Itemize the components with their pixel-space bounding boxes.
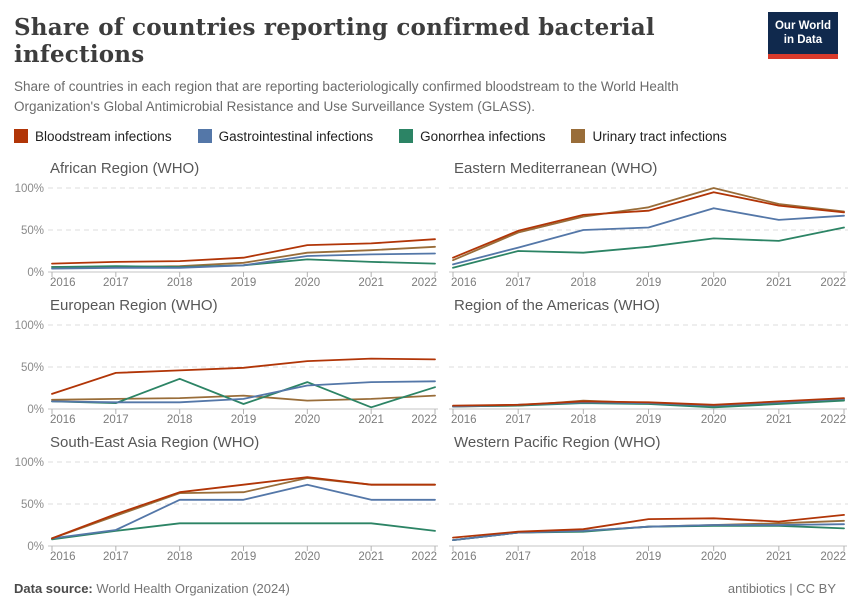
svg-text:0%: 0% [27,541,44,553]
svg-text:2019: 2019 [231,551,257,563]
data-source-label: Data source: [14,580,93,596]
svg-text:2018: 2018 [167,551,193,563]
chart-panel-south-east-asia: South-East Asia Region (WHO) 2016 2017 201… [2,428,439,564]
svg-text:2018: 2018 [571,414,597,426]
svg-text:2017: 2017 [103,277,129,289]
svg-text:2017: 2017 [505,414,531,426]
footer: Data source: World Health Organization (… [0,581,850,596]
line-chart-western-pacific: 2016 2017 2018 2019 2020 2021 2022 [449,461,848,563]
legend-label: Gonorrhea infections [420,128,546,144]
svg-text:2022: 2022 [411,414,437,426]
legend-item-urinary: Urinary tract infections [571,128,727,144]
chart-panel-european-region: European Region (WHO) 2016 2017 2018 2019 20… [2,291,439,427]
chart-title: African Region (WHO) [50,159,200,177]
svg-text:2020: 2020 [295,551,321,563]
svg-text:2022: 2022 [820,277,846,289]
svg-text:50%: 50% [21,225,44,237]
chart-panel-african-region: African Region (WHO) 2016 2017 2018 2019 202… [2,154,439,290]
svg-text:2021: 2021 [766,414,792,426]
chart-panel-eastern-mediterranean: Eastern Mediterranean (WHO) 2016 2017 2018… [448,154,848,290]
svg-text:0%: 0% [27,267,44,279]
chart-title: Eastern Mediterranean (WHO) [454,159,658,177]
svg-text:2021: 2021 [358,414,384,426]
svg-text:2016: 2016 [451,277,477,289]
svg-text:2019: 2019 [636,551,662,563]
header: Share of countries reporting confirmed b… [0,12,850,129]
legend-item-bloodstream: Bloodstream infections [14,129,172,144]
svg-text:2021: 2021 [358,277,384,289]
svg-text:2018: 2018 [571,277,597,289]
data-source: Data source: World Health Organization (… [14,581,290,596]
line-chart-eastern-mediterranean: 2016 2017 2018 2019 2020 2021 2022 [449,186,848,289]
chart-title: European Region (WHO) [50,296,218,314]
svg-text:2022: 2022 [411,277,437,289]
svg-text:2016: 2016 [50,414,76,426]
svg-text:2017: 2017 [505,551,531,563]
chart-panel-western-pacific: Western Pacific Region (WHO) 2016 2017 201… [448,428,848,564]
legend-label: Bloodstream infections [35,128,172,144]
owid-logo: Our World in Data [767,12,838,59]
svg-text:2016: 2016 [451,414,477,426]
header-text: Share of countries reporting confirmed b… [14,12,768,129]
svg-text:2017: 2017 [103,551,129,563]
svg-text:2019: 2019 [231,414,257,426]
license-text: antibiotics | CC BY [727,580,836,596]
svg-text:2018: 2018 [571,551,597,563]
line-chart-european-region: 2016 2017 2018 2019 2020 2021 2022 100% 50% 0% [15,320,439,426]
legend-item-gastrointestinal: Gastrointestinal infections [197,128,374,144]
svg-text:2017: 2017 [103,414,129,426]
svg-text:100%: 100% [15,457,44,469]
svg-text:2020: 2020 [295,414,321,426]
legend-label: Urinary tract infections [592,128,727,144]
svg-text:2022: 2022 [820,414,846,426]
line-chart-south-east-asia: 2016 2017 2018 2019 2020 2021 2022 100% 50% 0% [15,457,439,563]
chart-panel-region-of-the-americas: Region of the Americas (WHO) 2016 2017 201… [448,291,848,427]
svg-text:2022: 2022 [820,551,846,563]
svg-text:0%: 0% [27,404,44,416]
svg-text:2022: 2022 [411,551,437,563]
svg-text:2020: 2020 [701,414,727,426]
owid-logo-line2: in Data [783,34,823,47]
svg-text:2019: 2019 [231,277,257,289]
legend-swatch-gastrointestinal [197,129,212,143]
svg-text:2021: 2021 [766,277,792,289]
svg-text:50%: 50% [21,362,44,374]
svg-text:100%: 100% [15,320,44,332]
line-chart-region-of-the-americas: 2016 2017 2018 2019 2020 2021 2022 [449,324,848,426]
chart-title: Western Pacific Region (WHO) [454,433,661,451]
legend-item-gonorrhea: Gonorrhea infections [399,129,545,144]
svg-text:2016: 2016 [50,551,76,563]
charts-grid: African Region (WHO) 2016 2017 2018 2019 202… [0,154,850,564]
svg-text:100%: 100% [15,183,44,195]
chart-legend: Bloodstream infections Gastrointestinal … [0,129,850,144]
svg-text:2018: 2018 [167,277,193,289]
svg-text:2021: 2021 [358,551,384,563]
line-chart-african-region: 2016 2017 2018 2019 2020 2021 2022 100% 50% 0% [15,183,439,289]
data-source-text: World Health Organization (2024) [96,580,290,596]
chart-title: South-East Asia Region (WHO) [50,433,260,451]
svg-text:2018: 2018 [167,414,193,426]
svg-text:2020: 2020 [701,277,727,289]
legend-swatch-urinary [571,129,586,143]
legend-swatch-gonorrhea [399,129,414,143]
svg-text:2016: 2016 [451,551,477,563]
svg-text:2021: 2021 [766,551,792,563]
svg-text:2016: 2016 [50,277,76,289]
svg-text:2017: 2017 [505,277,531,289]
svg-text:2019: 2019 [636,414,662,426]
owid-logo-line1: Our World [774,20,831,32]
legend-label: Gastrointestinal infections [218,128,374,144]
chart-title: Region of the Americas (WHO) [454,296,660,314]
page-title: Share of countries reporting confirmed b… [14,14,655,68]
svg-text:2019: 2019 [636,277,662,289]
svg-text:2020: 2020 [295,277,321,289]
svg-text:50%: 50% [21,499,44,511]
legend-swatch-bloodstream [14,129,28,143]
page-subtitle: Share of countries in each region that a… [14,79,679,115]
svg-text:2020: 2020 [701,551,727,563]
